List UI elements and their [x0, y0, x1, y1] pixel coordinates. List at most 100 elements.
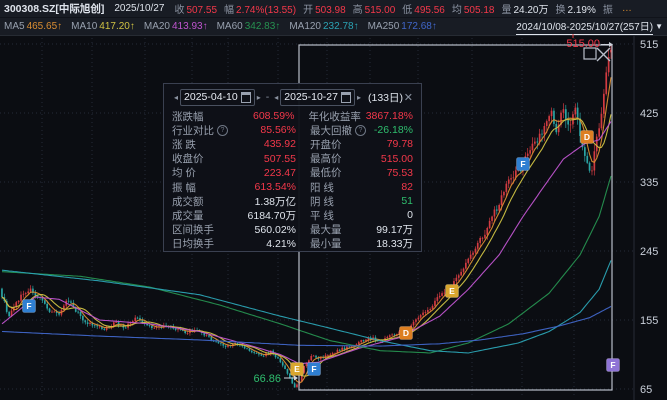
- candle-body: [10, 310, 13, 317]
- stat-label: 年化收益率: [308, 110, 361, 123]
- ma-toggle[interactable]: MA60 342.83↑: [217, 21, 281, 32]
- calendar-icon[interactable]: [240, 91, 251, 103]
- candle-body: [53, 311, 56, 313]
- help-icon[interactable]: ?: [217, 124, 228, 136]
- stat-value: 608.59%: [252, 110, 295, 123]
- selection-close-icon[interactable]: [596, 47, 611, 62]
- stat-value: 3867.18%: [365, 110, 413, 123]
- candle-body: [253, 352, 255, 353]
- candle-body: [479, 238, 481, 243]
- selection-resize-handle[interactable]: [583, 47, 597, 60]
- candlestick-chart[interactable]: 515.00 66.86 F E F D E F D F 515 425 335 245 155 65: [0, 30, 667, 400]
- prev-date-arrow[interactable]: ◂: [174, 92, 179, 102]
- candle-body: [58, 313, 60, 315]
- y-axis-label: 155: [640, 315, 658, 327]
- candle-body: [222, 343, 225, 346]
- ma-value: 342.83↑: [244, 21, 281, 32]
- stat-value: 613.54%: [254, 181, 296, 194]
- candle-body: [27, 291, 29, 294]
- stat-value: 507.55: [263, 152, 296, 165]
- candle-body: [365, 339, 367, 342]
- candle-body: [293, 383, 296, 388]
- event-badge-F[interactable]: F: [307, 362, 321, 376]
- candle-body: [484, 234, 486, 238]
- ma-line-MA5: [1, 77, 612, 384]
- quote-field: 换 2.19%: [555, 1, 595, 16]
- ma-label: MA120: [289, 21, 321, 32]
- candle-body: [236, 343, 239, 344]
- stat-label: 成交额: [172, 195, 204, 208]
- ma-label: MA20: [143, 21, 170, 32]
- svg-text:E: E: [294, 364, 300, 374]
- next-date-arrow[interactable]: ▸: [256, 92, 261, 102]
- event-badge-F[interactable]: F: [606, 358, 620, 372]
- ma-value: 232.78↑: [323, 21, 359, 32]
- end-date-picker[interactable]: 2025-10-27: [280, 88, 355, 106]
- ma-toggle[interactable]: MA5 465.65↑: [4, 21, 62, 32]
- candle-body: [181, 330, 184, 331]
- chevron-down-icon[interactable]: ▼: [655, 22, 663, 31]
- stat-value: 99.17万: [376, 224, 413, 237]
- stat-value: 6184.70万: [247, 209, 296, 222]
- chart-canvas[interactable]: 515.00 66.86 F E F D E F D F 515 425 335 245 155 65: [0, 30, 667, 400]
- stat-value: 75.53: [386, 166, 413, 179]
- help-icon[interactable]: ?: [355, 124, 366, 136]
- next-date-arrow-2[interactable]: ▸: [356, 92, 361, 102]
- candle-body: [312, 355, 315, 357]
- candle-body: [210, 336, 213, 341]
- candle-body: [360, 340, 363, 343]
- event-badge-F[interactable]: F: [516, 157, 530, 171]
- event-badge-D[interactable]: D: [399, 326, 413, 340]
- candle-body: [355, 344, 358, 346]
- candle-body: [455, 277, 458, 281]
- more-indicator[interactable]: …: [621, 3, 632, 14]
- quote-field-value: 2.74%(13.55): [236, 5, 297, 16]
- ma-line-MA60: [1, 175, 612, 354]
- calendar-icon[interactable]: [340, 91, 351, 103]
- candle-body: [132, 321, 134, 323]
- candle-body: [134, 317, 137, 321]
- high-label: 515.00: [566, 38, 600, 50]
- ma-toggle[interactable]: MA120 232.78↑: [289, 21, 358, 32]
- ma-value: 172.68↑: [401, 21, 437, 32]
- svg-text:F: F: [520, 159, 525, 169]
- candle-body: [113, 322, 115, 327]
- candle-body: [24, 293, 27, 294]
- start-date-picker[interactable]: 2025-04-10: [180, 88, 255, 106]
- quote-fields: 收 507.55 幅 2.74%(13.55) 开 503.98 高 515.00 低 495.5…: [174, 1, 621, 16]
- stat-value: 4.21%: [266, 237, 296, 250]
- candle-body: [208, 335, 210, 337]
- candle-body: [424, 312, 427, 313]
- candle-body: [44, 300, 46, 304]
- close-icon[interactable]: ✕: [403, 91, 413, 104]
- candle-body: [34, 293, 37, 296]
- quote-field-value: 503.98: [315, 5, 346, 16]
- candle-body: [348, 346, 351, 348]
- candle-body: [350, 346, 353, 348]
- event-badge-E[interactable]: E: [445, 284, 459, 298]
- candle-body: [1, 288, 3, 297]
- svg-text:F: F: [610, 360, 615, 370]
- candle-body: [289, 373, 291, 378]
- y-axis-label: 425: [640, 108, 658, 120]
- event-badge-F[interactable]: F: [22, 299, 36, 313]
- stat-value: 0: [407, 209, 413, 222]
- candle-body: [462, 268, 465, 272]
- ma-toggle[interactable]: MA10 417.20↑: [71, 21, 135, 32]
- candle-body: [29, 288, 32, 292]
- date-range-selector[interactable]: 2024/10/08-2025/10/27(257日): [516, 18, 654, 35]
- ma-value: 465.65↑: [26, 21, 63, 32]
- ma-toggle[interactable]: MA250 172.68↑: [368, 21, 437, 32]
- candle-body: [598, 128, 600, 137]
- candle-body: [469, 254, 472, 259]
- event-badge-D[interactable]: D: [580, 130, 594, 144]
- candle-body: [526, 153, 529, 157]
- candle-body: [77, 311, 79, 313]
- ma-toggle[interactable]: MA20 413.93↑: [144, 21, 208, 32]
- candle-body: [441, 293, 443, 296]
- event-badge-E[interactable]: E: [290, 362, 304, 376]
- candle-body: [205, 335, 208, 337]
- prev-date-arrow-2[interactable]: ◂: [274, 92, 279, 102]
- candle-body: [567, 120, 569, 125]
- candle-body: [460, 271, 462, 276]
